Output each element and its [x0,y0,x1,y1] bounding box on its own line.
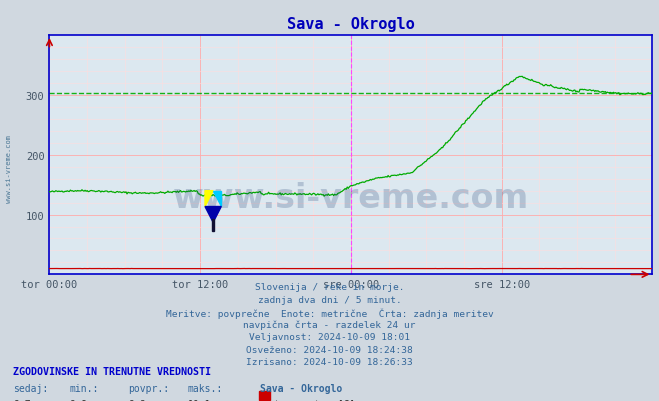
Text: min.:: min.: [69,383,99,393]
Text: Izrisano: 2024-10-09 18:26:33: Izrisano: 2024-10-09 18:26:33 [246,357,413,366]
Polygon shape [205,207,221,223]
Text: povpr.:: povpr.: [129,383,169,393]
Text: Sava - Okroglo: Sava - Okroglo [260,383,343,393]
Title: Sava - Okroglo: Sava - Okroglo [287,17,415,32]
Text: Slovenija / reke in morje.: Slovenija / reke in morje. [255,283,404,292]
Bar [212,220,214,232]
Text: Meritve: povprečne  Enote: metrične  Črta: zadnja meritev: Meritve: povprečne Enote: metrične Črta:… [165,308,494,318]
Text: maks.:: maks.: [188,383,223,393]
Text: Osveženo: 2024-10-09 18:24:38: Osveženo: 2024-10-09 18:24:38 [246,345,413,354]
Text: 9,6: 9,6 [69,399,87,401]
Text: 10,1: 10,1 [188,399,212,401]
Text: 9,7: 9,7 [13,399,31,401]
Text: zadnja dva dni / 5 minut.: zadnja dva dni / 5 minut. [258,295,401,304]
Text: sedaj:: sedaj: [13,383,48,393]
Polygon shape [213,191,221,207]
Text: www.si-vreme.com: www.si-vreme.com [5,134,12,203]
Text: Veljavnost: 2024-10-09 18:01: Veljavnost: 2024-10-09 18:01 [249,332,410,341]
Polygon shape [205,191,213,207]
Text: navpična črta - razdelek 24 ur: navpična črta - razdelek 24 ur [243,320,416,330]
Text: www.si-vreme.com: www.si-vreme.com [173,182,529,215]
Text: ZGODOVINSKE IN TRENUTNE VREDNOSTI: ZGODOVINSKE IN TRENUTNE VREDNOSTI [13,366,211,376]
Text: 9,8: 9,8 [129,399,146,401]
Text: temperatura[C]: temperatura[C] [273,399,356,401]
